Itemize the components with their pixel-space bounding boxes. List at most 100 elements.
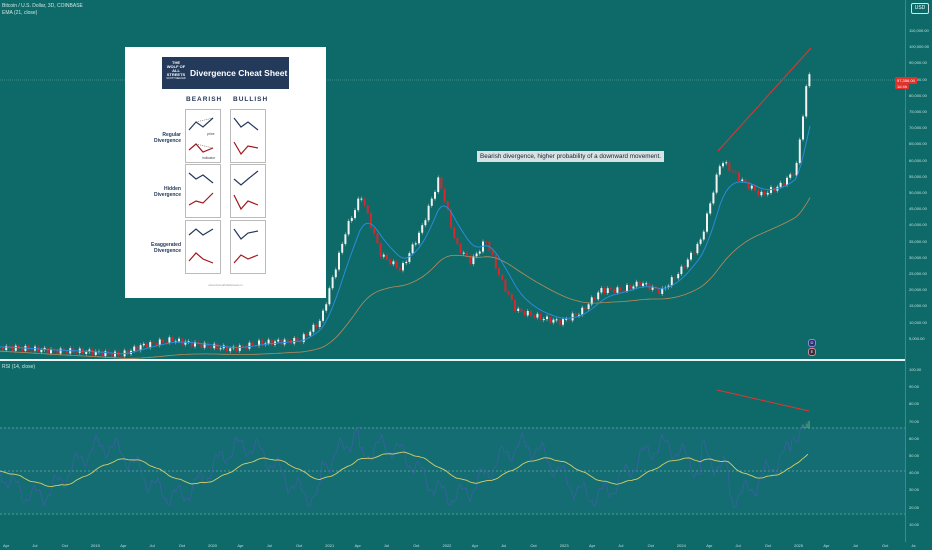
candle [382, 254, 385, 257]
candle [696, 243, 699, 254]
cheat-sheet-image[interactable]: THE WOLF OF ALL STREETS SCOTT MELKER Div… [125, 47, 326, 298]
candle [501, 275, 504, 280]
y-tick: 100,000.00 [909, 44, 930, 50]
pane-separator[interactable] [0, 359, 905, 361]
candle [706, 213, 708, 232]
candle [363, 198, 366, 206]
price-scale[interactable] [905, 0, 932, 542]
candle [546, 316, 548, 320]
candle [392, 261, 395, 265]
candle [149, 342, 152, 348]
x-tick: 2025 [794, 543, 803, 548]
candle [587, 304, 590, 310]
y-tick: 25,000.00 [909, 271, 927, 276]
candle [322, 310, 324, 321]
annotation-label[interactable]: Bearish divergence, higher probability o… [477, 151, 664, 162]
candle [635, 281, 638, 287]
y-tick: 50,000.00 [909, 190, 927, 195]
candle [507, 291, 510, 295]
candle [306, 334, 308, 336]
candle [533, 315, 536, 318]
candle [686, 259, 689, 268]
x-tick: Apr [354, 543, 361, 548]
rsi-line [0, 420, 809, 509]
candle [354, 210, 356, 218]
currency-button[interactable]: USD [911, 3, 929, 14]
rsi-legend[interactable]: RSI (14, close) [2, 364, 36, 370]
x-tick: 2024 [676, 543, 686, 548]
candle [763, 191, 766, 195]
candle [542, 319, 545, 321]
candle [334, 269, 337, 278]
event-icon-dividend[interactable]: D [808, 339, 816, 347]
rsi-chart[interactable] [0, 361, 932, 542]
x-tick: 2020 [208, 543, 217, 548]
candle [638, 281, 641, 287]
candle [680, 266, 683, 275]
x-tick: Apr [706, 543, 713, 548]
x-tick: Jul [32, 543, 38, 548]
rsi-tick: 70.00 [909, 418, 920, 424]
candle [808, 74, 811, 87]
candle [210, 346, 212, 349]
candle [526, 310, 529, 316]
candle [677, 274, 680, 279]
candle [434, 191, 436, 199]
y-tick: 80,000.00 [909, 92, 927, 98]
candle [562, 319, 564, 325]
x-tick: Jul [149, 543, 155, 548]
y-tick: 45,000.00 [909, 206, 927, 212]
candle [146, 343, 148, 348]
candle [85, 351, 88, 354]
price-chart[interactable] [0, 0, 932, 359]
candle [46, 347, 49, 354]
candle [683, 266, 686, 268]
candle [494, 254, 497, 269]
y-tick: 15,000.00 [909, 303, 927, 309]
candle [402, 263, 404, 271]
candle [552, 319, 555, 323]
candle [738, 172, 740, 181]
ema-legend[interactable]: EMA (21, close) [2, 10, 38, 16]
candle [267, 339, 270, 344]
event-icon-earnings[interactable]: E [808, 348, 816, 356]
row-label-exaggerated: Exaggerated Divergence [150, 242, 181, 254]
candle [62, 348, 65, 351]
candle [56, 349, 59, 354]
candle [632, 286, 635, 289]
candle [629, 284, 632, 289]
candle [622, 290, 625, 292]
candle [674, 277, 676, 279]
candle [360, 198, 363, 200]
y-tick: 110,000.00 [909, 28, 929, 33]
rsi-tick: 10.00 [909, 521, 920, 527]
ema-long-line [0, 197, 811, 359]
candle [286, 339, 289, 341]
candle [302, 334, 305, 343]
candle [235, 346, 238, 351]
x-tick: Oct [178, 543, 186, 548]
candle [558, 319, 561, 325]
candle [725, 162, 728, 164]
symbol-title[interactable]: Bitcoin / U.S. Dollar, 3D, COINBASE [2, 3, 83, 9]
candle [184, 341, 187, 345]
candle [658, 288, 660, 294]
candle [5, 345, 8, 351]
candle [578, 314, 580, 316]
cell-exaggerated-bearish [185, 220, 221, 274]
candle [162, 339, 164, 343]
candle [517, 308, 520, 311]
cell-regular-bearish: price indicator [185, 109, 221, 163]
candle [280, 339, 283, 345]
y-tick: 65,000.00 [909, 141, 927, 147]
candle [376, 233, 379, 243]
candle [616, 287, 619, 293]
x-tick: Apr [3, 543, 10, 548]
candle [642, 283, 644, 287]
candle [568, 318, 571, 321]
candle [136, 346, 139, 351]
candle [370, 213, 372, 228]
candle [718, 166, 721, 175]
x-tick: Jul [735, 543, 741, 548]
